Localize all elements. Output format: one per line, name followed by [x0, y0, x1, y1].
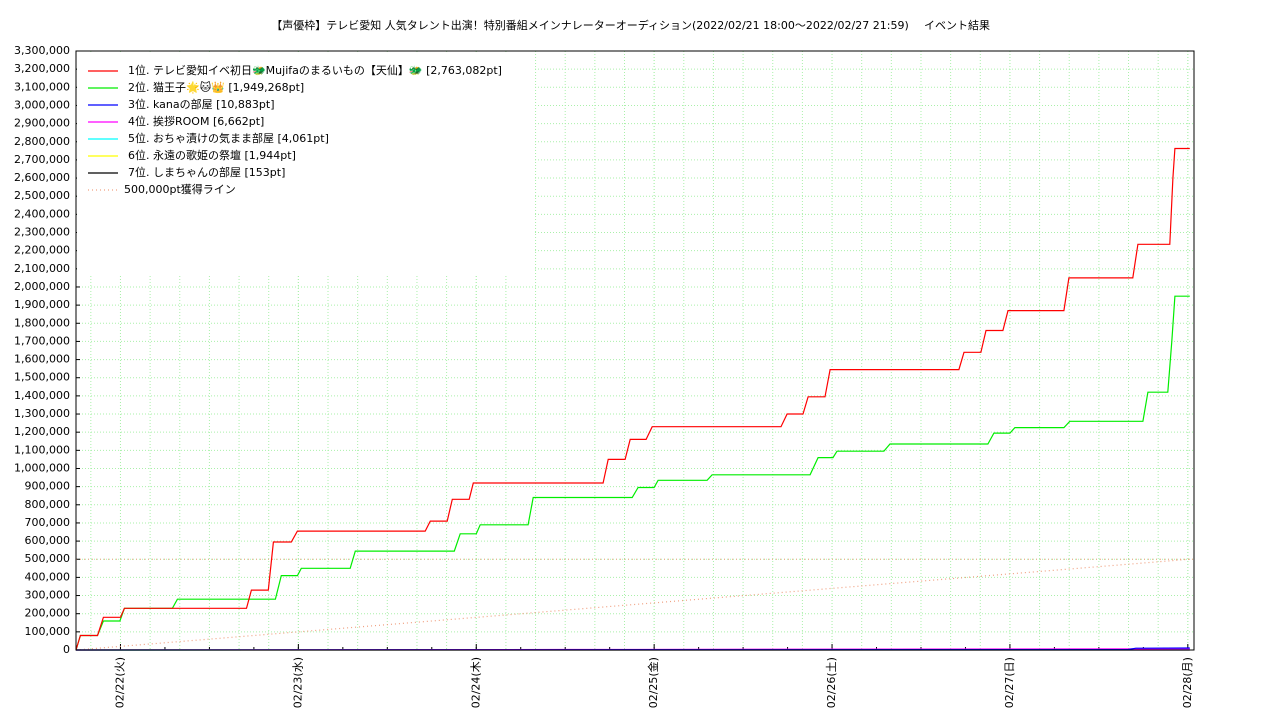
legend-label: 500,000pt獲得ライン	[124, 183, 236, 196]
y-tick-label: 2,100,000	[14, 262, 70, 275]
y-tick-label: 1,900,000	[14, 298, 70, 311]
y-tick-label: 3,100,000	[14, 80, 70, 93]
legend-label: 7位. しまちゃんの部屋 [153pt]	[128, 165, 285, 179]
legend-label: 1位. テレビ愛知イベ初日🐲Mujifaのまるいもの【天仙】🐲 [2,763,0…	[128, 63, 502, 77]
y-tick-label: 3,300,000	[14, 44, 70, 57]
y-tick-label: 800,000	[25, 498, 71, 511]
y-tick-label: 1,300,000	[14, 407, 70, 420]
legend-label: 2位. 猫王子🌟🐱👑 [1,949,268pt]	[128, 80, 304, 94]
y-tick-label: 1,000,000	[14, 461, 70, 474]
x-tick-label: 02/22(火)	[113, 657, 126, 708]
chart-title: 【声優枠】テレビ愛知 人気タレント出演！特別番組メインナレーターオーディション(…	[271, 18, 909, 32]
y-tick-label: 0	[63, 643, 70, 656]
y-tick-label: 2,900,000	[14, 117, 70, 130]
legend-label: 4位. 挨拶ROOM [6,662pt]	[128, 114, 264, 128]
x-tick-label: 02/25(金)	[646, 657, 660, 708]
chart-subtitle: イベント結果	[924, 18, 990, 32]
y-tick-label: 2,500,000	[14, 189, 70, 202]
y-tick-label: 3,200,000	[14, 62, 70, 75]
y-tick-label: 200,000	[25, 607, 71, 620]
y-tick-label: 400,000	[25, 570, 71, 583]
x-tick-label: 02/28(月)	[1181, 657, 1194, 708]
y-tick-label: 2,800,000	[14, 135, 70, 148]
y-tick-label: 1,700,000	[14, 334, 70, 347]
y-tick-label: 2,000,000	[14, 280, 70, 293]
y-tick-label: 2,300,000	[14, 226, 70, 239]
y-tick-label: 2,200,000	[14, 244, 70, 257]
y-tick-label: 600,000	[25, 534, 71, 547]
y-tick-label: 1,500,000	[14, 371, 70, 384]
legend-label: 5位. おちゃ漬けの気まま部屋 [4,061pt]	[128, 131, 329, 145]
y-tick-label: 1,800,000	[14, 316, 70, 329]
legend-label: 3位. kanaの部屋 [10,883pt]	[128, 97, 275, 111]
y-tick-label: 1,200,000	[14, 425, 70, 438]
legend-label: 6位. 永遠の歌姫の祭壇 [1,944pt]	[128, 148, 296, 162]
x-tick-label: 02/23(水)	[291, 657, 304, 708]
y-tick-label: 100,000	[25, 625, 71, 638]
x-tick-label: 02/24(木)	[469, 657, 482, 708]
y-tick-label: 2,400,000	[14, 207, 70, 220]
y-tick-label: 900,000	[25, 480, 71, 493]
x-tick-label: 02/26(土)	[825, 657, 838, 708]
y-tick-label: 1,400,000	[14, 389, 70, 402]
y-tick-label: 1,100,000	[14, 443, 70, 456]
x-tick-label: 02/27(日)	[1003, 657, 1016, 708]
y-tick-label: 500,000	[25, 552, 71, 565]
y-tick-label: 1,600,000	[14, 353, 70, 366]
y-tick-label: 700,000	[25, 516, 71, 529]
y-tick-label: 2,700,000	[14, 153, 70, 166]
series-line	[76, 559, 1190, 650]
y-tick-label: 3,000,000	[14, 98, 70, 111]
y-tick-label: 2,600,000	[14, 171, 70, 184]
y-tick-label: 300,000	[25, 589, 71, 602]
series-line	[76, 296, 1190, 650]
